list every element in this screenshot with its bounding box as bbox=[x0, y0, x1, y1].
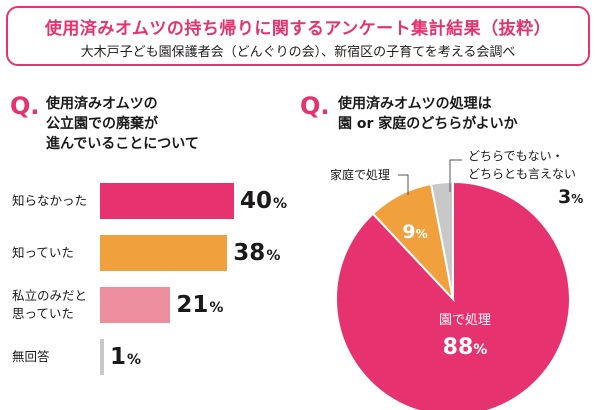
bar-label-line: 無回答 bbox=[12, 349, 50, 364]
bar-label: 知っていた bbox=[12, 244, 74, 262]
page-title: 使用済みオムツの持ち帰りに関するアンケート集計結果（抜粋） bbox=[44, 19, 552, 39]
bar-label: 無回答 bbox=[12, 348, 50, 366]
pie-slice-label: どちらでもない・ bbox=[468, 149, 564, 163]
bar-label: 知らなかった bbox=[12, 192, 87, 210]
bar-label-line: 思っていた bbox=[12, 306, 74, 321]
question-line: 進んでいることについて bbox=[46, 136, 199, 152]
bar-value-label: 40% bbox=[240, 188, 288, 214]
bar-label: 私立のみだと 思っていた bbox=[12, 287, 87, 323]
question-text-left: 使用済みオムツの 公立園での廃棄が 進んでいることについて bbox=[46, 94, 199, 154]
bar bbox=[100, 287, 171, 323]
pie-slice-label: 家庭で処理 bbox=[330, 167, 390, 182]
question-line: 使用済みオムツの bbox=[46, 96, 158, 112]
pie-slice-label: どちらとも言えない bbox=[468, 167, 576, 181]
bar-value-label: 38% bbox=[233, 240, 281, 266]
pie-slice bbox=[429, 180, 454, 300]
leader-line bbox=[398, 174, 409, 195]
bar-value-label: 21% bbox=[176, 292, 224, 318]
bar bbox=[100, 235, 228, 271]
pie-slice-value: 3% bbox=[558, 186, 583, 208]
bar bbox=[100, 183, 234, 219]
leader-line bbox=[449, 159, 462, 192]
bar-value-label: 1% bbox=[110, 344, 142, 370]
question-mark-left: Q. bbox=[10, 92, 40, 120]
title-box: 使用済みオムツの持ち帰りに関するアンケート集計結果（抜粋） 大木戸子ども園保護者… bbox=[6, 6, 590, 66]
bar-label-line: 知っていた bbox=[12, 245, 74, 260]
question-line: 使用済みオムツの処理は bbox=[338, 96, 492, 112]
question-line: 公立園での廃棄が bbox=[46, 116, 158, 132]
pie-slice-value: 9% bbox=[402, 221, 427, 243]
bar bbox=[100, 339, 104, 375]
bar-label-line: 知らなかった bbox=[12, 193, 88, 208]
question-text-right: 使用済みオムツの処理は 園 or 家庭のどちらがよいか bbox=[338, 94, 518, 134]
bar-label-line: 私立のみだと bbox=[12, 288, 88, 303]
pie-slice bbox=[335, 180, 571, 410]
page-subtitle: 大木戸子ども園保護者会（どんぐりの会）、新宿区の子育てを考える会調べ bbox=[80, 45, 516, 60]
pie-slice-label: 園で処理 bbox=[439, 313, 491, 328]
question-line: 園 or 家庭のどちらがよいか bbox=[338, 116, 518, 132]
question-mark-right: Q. bbox=[300, 92, 330, 120]
